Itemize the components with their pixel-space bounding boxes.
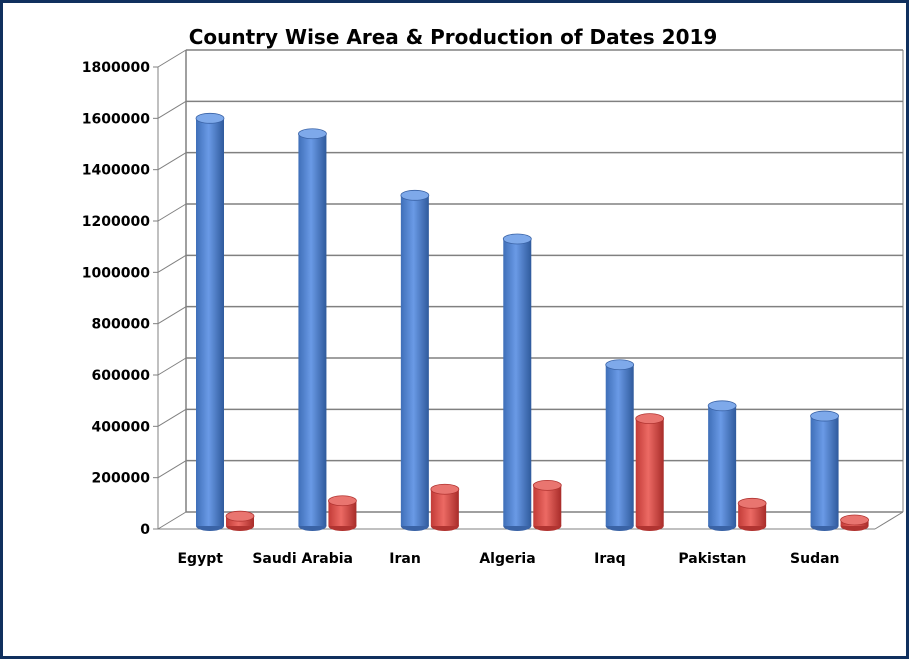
bar-body xyxy=(430,489,459,526)
bar-top xyxy=(400,189,430,201)
bar-top xyxy=(605,359,635,371)
bars xyxy=(195,112,869,531)
bar-top xyxy=(737,497,767,509)
x-tick-label: Iran xyxy=(389,551,421,567)
gridline-side xyxy=(157,254,187,273)
bar-top xyxy=(707,400,737,412)
y-tick-label: 0 xyxy=(140,522,150,538)
bar-algeria-series-1 xyxy=(502,233,532,531)
bar-body xyxy=(298,133,327,526)
x-tick-label: Egypt xyxy=(177,551,223,567)
bar-top xyxy=(298,128,327,140)
y-tick-label: 1400000 xyxy=(82,163,150,179)
bar-body xyxy=(635,418,664,526)
y-tick-label: 200000 xyxy=(92,471,151,487)
x-tick-label: Iraq xyxy=(594,551,626,567)
x-axis-ticks: Egypt Saudi Arabia Iran Algeria Iraq Pakistan… xyxy=(177,551,839,567)
bar-top xyxy=(225,510,255,522)
bar-body xyxy=(708,405,737,526)
bar-body xyxy=(533,485,562,526)
bar-iraq-series-2 xyxy=(635,413,665,531)
bar-top xyxy=(502,233,532,245)
gridline-side xyxy=(157,49,187,68)
x-tick-label: Algeria xyxy=(479,551,535,567)
bar-algeria-series-2 xyxy=(532,479,562,531)
bar-top xyxy=(532,479,562,491)
bar-sudan-series-1 xyxy=(810,410,839,531)
bar-iraq-series-1 xyxy=(605,359,635,531)
bar-top xyxy=(328,495,357,507)
bar-iran-series-1 xyxy=(400,189,430,531)
y-tick-label: 400000 xyxy=(92,419,151,435)
gridline-side xyxy=(157,100,187,119)
bar-body xyxy=(400,195,429,527)
y-tick-label: 600000 xyxy=(92,368,151,384)
bar-top xyxy=(840,514,869,526)
x-tick-label: Pakistan xyxy=(678,551,746,567)
bar-egypt-series-1 xyxy=(195,112,225,531)
bar-top xyxy=(810,410,839,422)
gridline-side xyxy=(157,408,187,427)
bar-chart: Country Wise Area & Production of Dates … xyxy=(82,25,904,567)
bar-body xyxy=(810,416,839,526)
y-tick-label: 800000 xyxy=(92,317,151,333)
gridline-side xyxy=(157,357,187,376)
gridline-side xyxy=(157,460,187,479)
y-tick-label: 1200000 xyxy=(82,214,150,230)
bar-pakistan-series-1 xyxy=(707,400,737,531)
y-tick-label: 1000000 xyxy=(82,265,150,281)
bar-iran-series-2 xyxy=(430,483,460,531)
bar-egypt-series-2 xyxy=(225,510,255,531)
bar-top xyxy=(430,483,460,495)
y-axis-ticks: 0 200000 400000 600000 800000 1000000 1200000 1… xyxy=(82,60,150,538)
gridline-side xyxy=(157,306,187,325)
floor-edge-right xyxy=(874,511,904,530)
gridline-side xyxy=(157,511,187,530)
gridline-side xyxy=(157,203,187,222)
bar-body xyxy=(503,238,532,526)
bar-body xyxy=(196,118,224,526)
chart-title: Country Wise Area & Production of Dates … xyxy=(189,25,718,49)
bar-body xyxy=(738,503,767,526)
bar-saudi-arabia-series-1 xyxy=(298,128,327,531)
y-tick-label: 1800000 xyxy=(82,60,150,76)
y-tick-label: 1600000 xyxy=(82,111,150,127)
bar-sudan-series-2 xyxy=(840,514,869,531)
bar-saudi-arabia-series-2 xyxy=(328,495,357,531)
bar-top xyxy=(195,112,225,124)
x-tick-label: Saudi Arabia xyxy=(252,551,353,567)
bar-top xyxy=(635,413,665,425)
bar-pakistan-series-2 xyxy=(737,497,767,531)
gridline-side xyxy=(157,152,187,171)
bar-body xyxy=(605,364,634,526)
x-tick-label: Sudan xyxy=(790,551,840,567)
